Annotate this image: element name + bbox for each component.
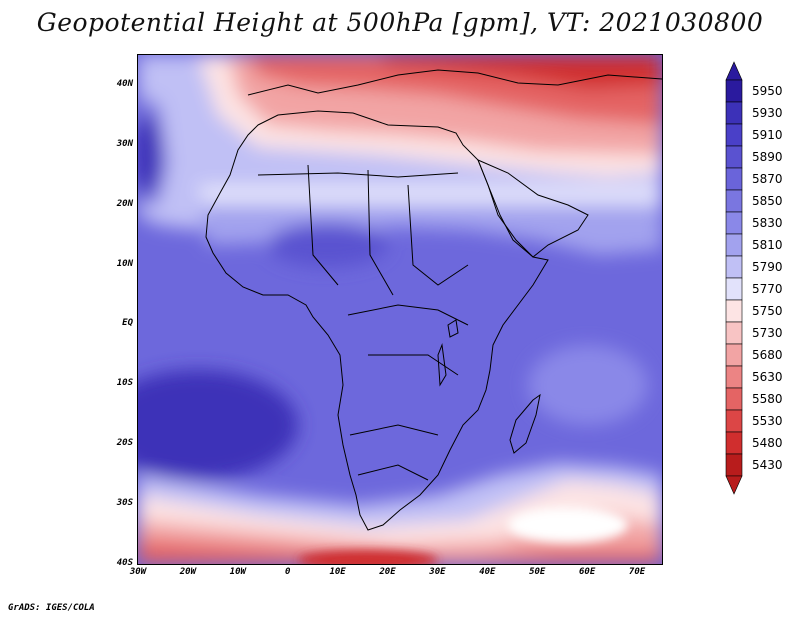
lon-tick-label: 20E xyxy=(379,567,396,577)
legend-level-label: 5930 xyxy=(752,106,783,120)
legend-level-label: 5730 xyxy=(752,326,783,340)
legend-level-label: 5430 xyxy=(752,458,783,472)
legend-swatch xyxy=(725,211,743,235)
legend-level-label: 5750 xyxy=(752,304,783,318)
legend-swatch xyxy=(725,233,743,257)
legend-level-label: 5850 xyxy=(752,194,783,208)
legend-swatch xyxy=(725,453,743,477)
legend-level-label: 5910 xyxy=(752,128,783,142)
legend-swatch xyxy=(725,431,743,455)
legend-level-label: 5580 xyxy=(752,392,783,406)
legend-swatch xyxy=(725,387,743,411)
legend-level-label: 5830 xyxy=(752,216,783,230)
legend-swatch xyxy=(725,299,743,323)
legend-swatch xyxy=(725,409,743,433)
legend-swatch xyxy=(725,255,743,279)
lat-tick-label: 10S xyxy=(116,378,133,389)
legend-swatch xyxy=(725,365,743,389)
legend-swatch xyxy=(725,167,743,191)
legend-swatch xyxy=(725,101,743,125)
legend-swatch xyxy=(725,321,743,345)
legend-swatch xyxy=(725,145,743,169)
lon-tick-label: 40E xyxy=(479,567,496,577)
color-legend xyxy=(725,61,743,495)
legend-level-label: 5480 xyxy=(752,436,783,450)
legend-swatch xyxy=(725,343,743,367)
lon-tick-label: 0 xyxy=(284,567,291,577)
legend-level-label: 5950 xyxy=(752,84,783,98)
legend-swatch xyxy=(725,277,743,301)
lon-tick-label: 30E xyxy=(429,567,446,577)
legend-level-label: 5530 xyxy=(752,414,783,428)
legend-level-label: 5630 xyxy=(752,370,783,384)
lon-tick-label: 60E xyxy=(579,567,596,577)
legend-swatch xyxy=(725,189,743,213)
lat-tick-label: EQ xyxy=(122,318,133,329)
legend-swatch xyxy=(725,79,743,103)
legend-cap-bottom xyxy=(725,475,743,495)
lon-tick-label: 30W xyxy=(129,567,147,577)
legend-level-label: 5870 xyxy=(752,172,783,186)
lat-tick-label: 40N xyxy=(116,78,133,89)
lat-tick-label: 10N xyxy=(116,258,133,269)
legend-level-label: 5890 xyxy=(752,150,783,164)
lat-tick-label: 40S xyxy=(116,558,133,568)
footer-credit: GrADS: IGES/COLA xyxy=(8,603,95,613)
lon-tick-label: 10E xyxy=(329,567,346,577)
lat-tick-label: 20N xyxy=(116,198,133,209)
lat-tick-label: 30S xyxy=(116,498,133,509)
geopotential-field-map xyxy=(138,55,662,564)
map-title: Geopotential Height at 500hPa [gpm], VT:… xyxy=(36,8,764,37)
legend-level-label: 5770 xyxy=(752,282,783,296)
coastlines xyxy=(205,69,662,531)
lon-tick-label: 50E xyxy=(529,567,546,577)
legend-level-label: 5790 xyxy=(752,260,783,274)
legend-level-label: 5810 xyxy=(752,238,783,252)
lat-tick-label: 20S xyxy=(116,438,133,449)
lat-tick-label: 30N xyxy=(116,138,133,149)
legend-swatch xyxy=(725,123,743,147)
lon-tick-label: 20W xyxy=(179,567,197,577)
map-plot-area xyxy=(138,55,662,564)
lon-tick-label: 10W xyxy=(229,567,246,577)
legend-level-label: 5680 xyxy=(752,348,783,362)
lon-tick-label: 70E xyxy=(628,567,646,577)
legend-cap-top xyxy=(725,61,743,81)
